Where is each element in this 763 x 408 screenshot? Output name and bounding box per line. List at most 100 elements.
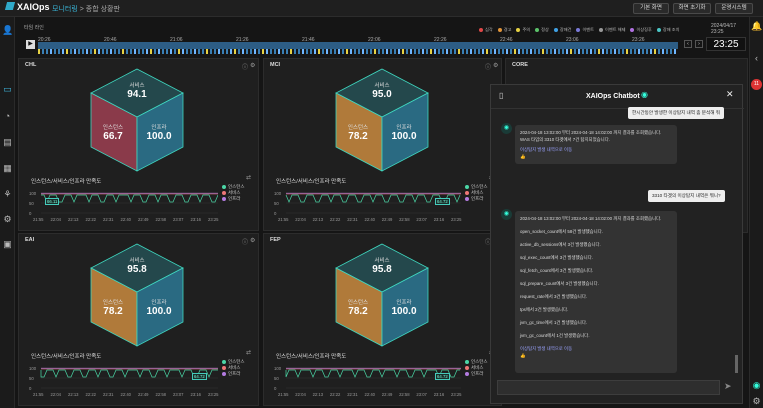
chat-input[interactable] [497,380,720,395]
timeline-event-mark[interactable] [578,49,580,54]
timeline-event-mark[interactable] [150,49,152,54]
timeline-event-mark[interactable] [270,49,272,54]
timeline-event-mark[interactable] [606,49,608,54]
timeline-event-mark[interactable] [386,49,388,54]
timeline-event-mark[interactable] [94,49,96,54]
timeline-event-mark[interactable] [322,49,324,54]
timeline-event-mark[interactable] [646,49,648,54]
timeline-event-mark[interactable] [402,49,404,54]
timeline-event-mark[interactable] [286,49,288,54]
timeline-event-mark[interactable] [466,49,468,54]
timeline-event-mark[interactable] [130,49,132,54]
timeline-event-mark[interactable] [222,49,224,54]
timeline-event-mark[interactable] [374,49,376,54]
timeline-event-mark[interactable] [302,49,304,54]
timeline-event-mark[interactable] [410,49,412,54]
swap-icon[interactable]: ⇄ [246,350,252,356]
timeline-event-mark[interactable] [642,49,644,54]
timeline-event-mark[interactable] [282,49,284,54]
timeline-event-mark[interactable] [190,49,192,54]
timeline-event-mark[interactable] [498,49,500,54]
timeline-event-mark[interactable] [350,49,352,54]
timeline-event-mark[interactable] [382,49,384,54]
info-icon[interactable]: ⓘ [242,65,249,71]
timeline-event-mark[interactable] [514,49,516,54]
timeline-event-mark[interactable] [442,49,444,54]
timeline-event-mark[interactable] [390,49,392,54]
timeline-event-mark[interactable] [346,49,348,54]
anomaly-history-link[interactable]: 이상탐지 발생 내역으로 이동 [520,346,573,351]
timeline-event-mark[interactable] [478,49,480,54]
timeline-event-mark[interactable] [602,49,604,54]
timeline-event-mark[interactable] [626,49,628,54]
timeline-event-mark[interactable] [206,49,208,54]
timeline-event-mark[interactable] [354,49,356,54]
report-icon[interactable]: ▤ [3,137,12,147]
ops-system-select[interactable]: 운영시스템 [715,3,753,14]
timeline-event-mark[interactable] [434,49,436,54]
timeline-event-mark[interactable] [78,49,80,54]
timeline-event-mark[interactable] [250,49,252,54]
timeline-event-mark[interactable] [446,49,448,54]
timeline-event-mark[interactable] [338,49,340,54]
timeline-event-mark[interactable] [474,49,476,54]
timeline-event-mark[interactable] [526,49,528,54]
monitor-icon[interactable]: ▭ [3,84,12,94]
timeline-event-mark[interactable] [242,49,244,54]
timeline-event-mark[interactable] [118,49,120,54]
gear-icon[interactable]: ⚙ [250,63,256,69]
timeline-event-mark[interactable] [510,49,512,54]
timeline-event-mark[interactable] [142,49,144,54]
prev-button[interactable]: ‹ [684,40,692,48]
timeline-event-mark[interactable] [622,49,624,54]
gear-icon[interactable]: ⚙ [3,214,12,224]
swap-icon[interactable]: ⇄ [246,175,252,181]
timeline-event-mark[interactable] [202,49,204,54]
close-icon[interactable]: ✕ [726,89,734,99]
sidebar-toggle-icon[interactable]: ▯ [499,91,504,100]
timeline-event-mark[interactable] [262,49,264,54]
timeline-event-mark[interactable] [234,49,236,54]
timeline-event-mark[interactable] [218,49,220,54]
next-button[interactable]: › [695,40,703,48]
timeline-event-mark[interactable] [594,49,596,54]
timeline-event-mark[interactable] [166,49,168,54]
timeline-event-mark[interactable] [318,49,320,54]
timeline-event-mark[interactable] [74,49,76,54]
timeline-event-mark[interactable] [550,49,552,54]
timeline-event-mark[interactable] [458,49,460,54]
timeline-event-mark[interactable] [290,49,292,54]
timeline-event-mark[interactable] [138,49,140,54]
info-icon[interactable]: ⓘ [485,240,492,246]
timeline-event-mark[interactable] [666,49,668,54]
timeline-event-mark[interactable] [98,49,100,54]
bell-icon[interactable]: 🔔 [751,21,763,31]
timeline-event-mark[interactable] [534,49,536,54]
timeline-event-mark[interactable] [278,49,280,54]
info-icon[interactable]: ⓘ [485,65,492,71]
timeline-event-mark[interactable] [654,49,656,54]
timeline-event-mark[interactable] [62,49,64,54]
timeline-event-mark[interactable] [326,49,328,54]
timeline-event-mark[interactable] [454,49,456,54]
timeline-event-mark[interactable] [542,49,544,54]
timeline-event-mark[interactable] [230,49,232,54]
timeline-event-mark[interactable] [450,49,452,54]
timeline-event-mark[interactable] [670,49,672,54]
timeline-event-mark[interactable] [394,49,396,54]
timeline-event-mark[interactable] [342,49,344,54]
timeline-event-mark[interactable] [494,49,496,54]
timeline-event-mark[interactable] [530,49,532,54]
timeline-event-mark[interactable] [662,49,664,54]
timeline-event-mark[interactable] [110,49,112,54]
timeline-event-mark[interactable] [146,49,148,54]
alert-count-badge[interactable]: 11 [751,79,762,90]
timeline-event-mark[interactable] [198,49,200,54]
timeline-event-mark[interactable] [674,49,676,54]
user-icon[interactable]: 👤 [2,25,14,35]
timeline-event-mark[interactable] [186,49,188,54]
app-logo[interactable]: XAIOps [4,2,50,12]
timeline-event-mark[interactable] [650,49,652,54]
timeline-event-mark[interactable] [258,49,260,54]
timeline-event-mark[interactable] [482,49,484,54]
